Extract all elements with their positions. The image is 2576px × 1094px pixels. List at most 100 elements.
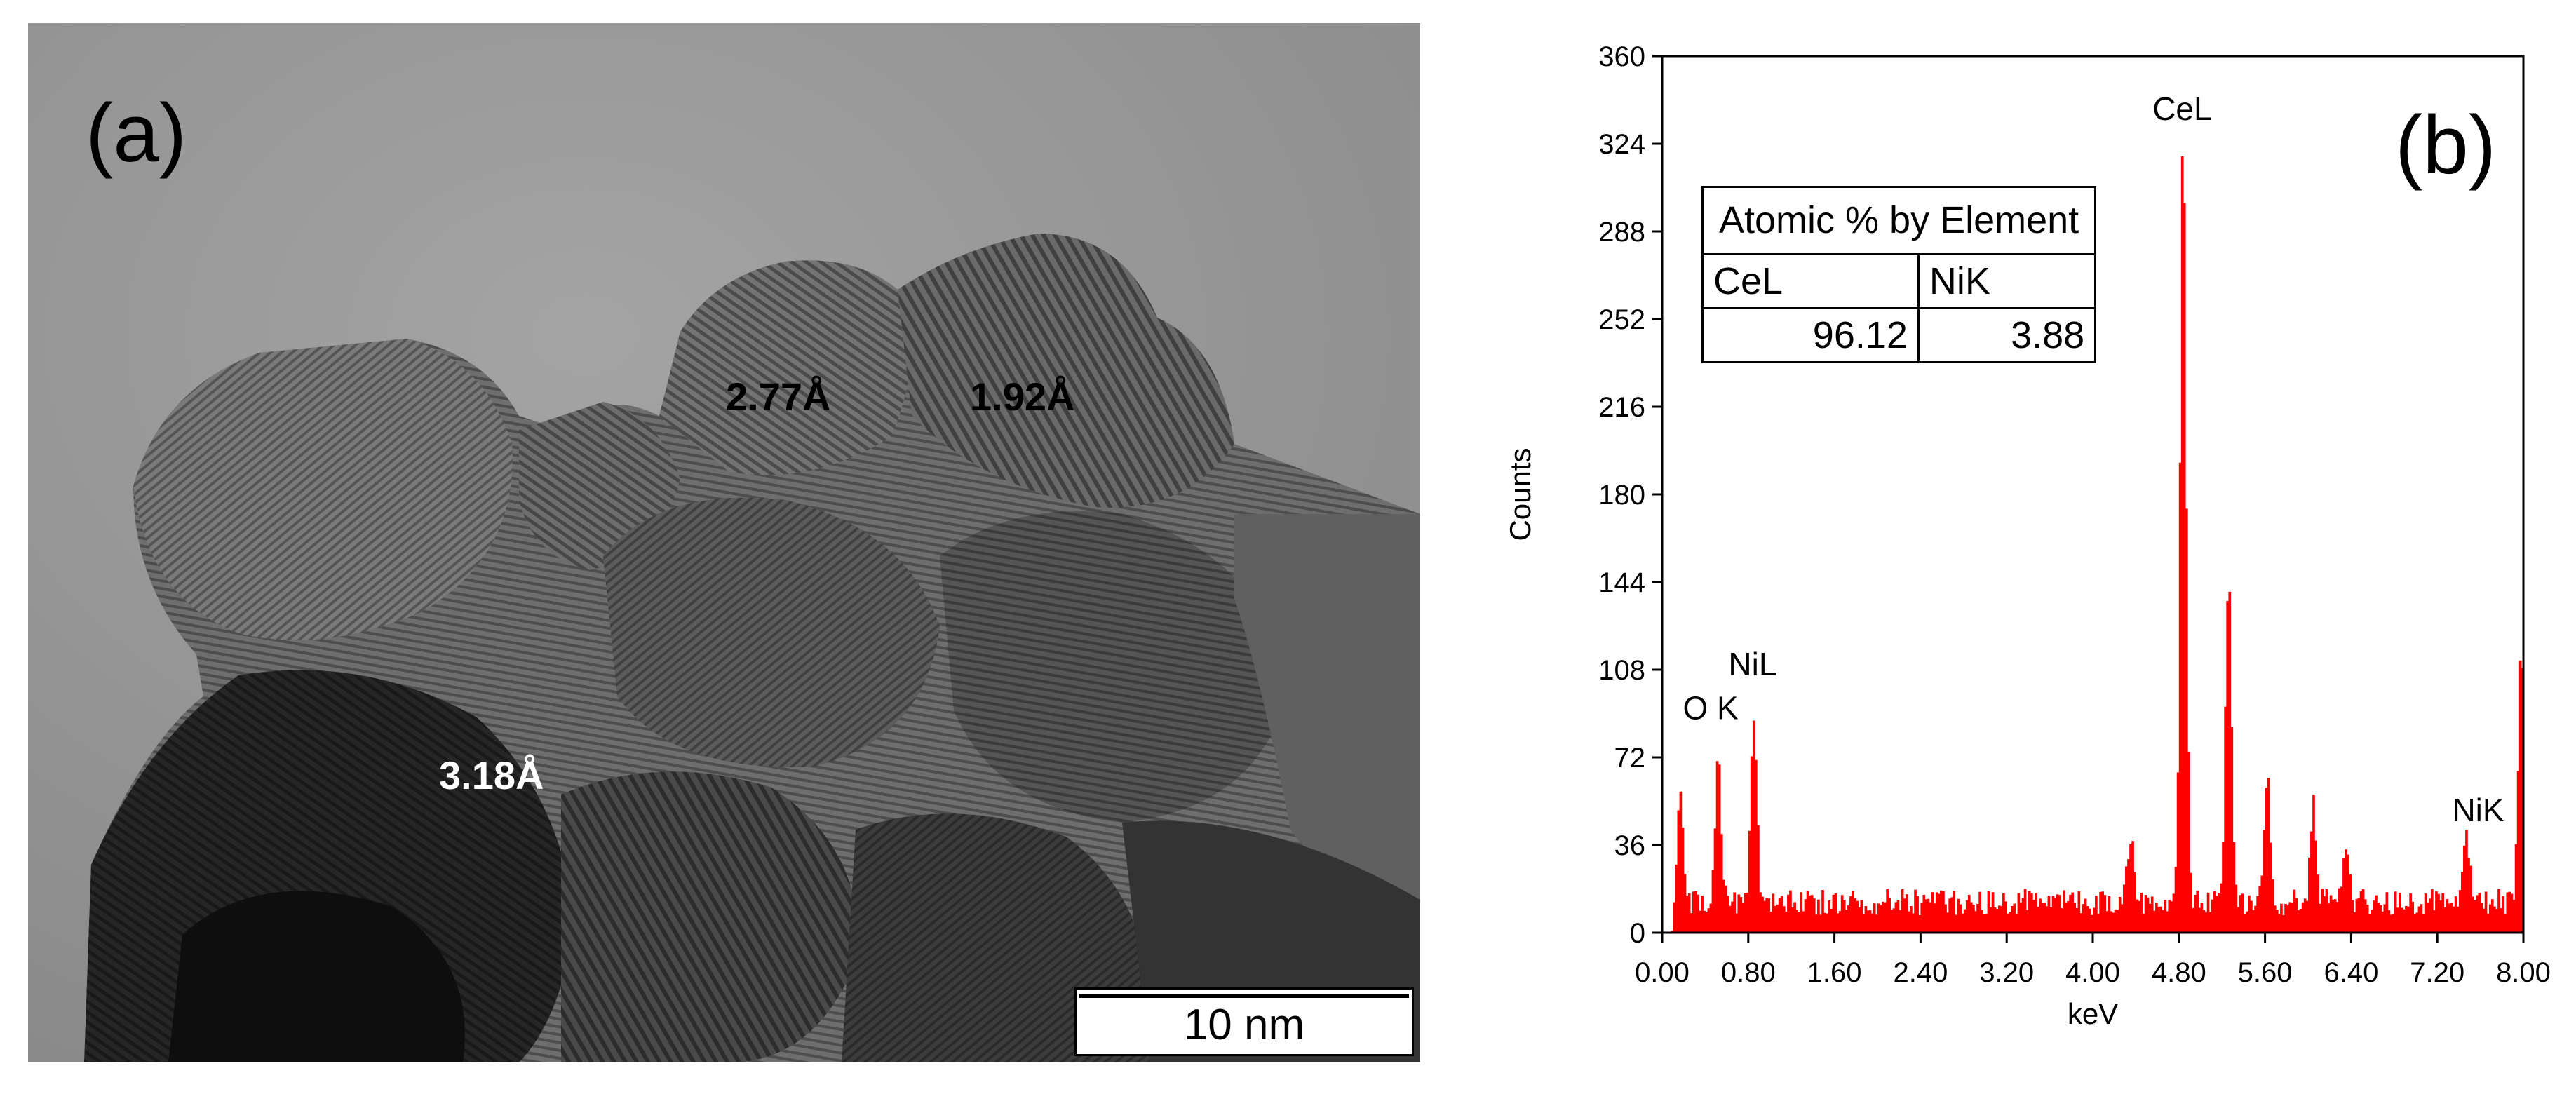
spectrum-bar — [2136, 899, 2139, 933]
spectrum-bar — [2361, 889, 2365, 933]
spectrum-bar — [2019, 902, 2023, 933]
spectrum-bar — [1836, 913, 1840, 933]
spectrum-bar — [1817, 899, 1820, 933]
spectrum-bar — [2060, 908, 2063, 933]
spectrum-bar — [1681, 828, 1685, 933]
spectrum-bar — [1976, 903, 1979, 933]
spectrum-bar — [2297, 910, 2300, 933]
spectrum-bar — [2430, 889, 2434, 933]
spectrum-bar — [1944, 904, 1947, 933]
spectrum-bar — [2157, 907, 2160, 933]
x-tick-label: 8.00 — [2496, 957, 2551, 988]
spectrum-bar — [2394, 891, 2397, 933]
spectrum-bar — [1963, 909, 1967, 933]
spectrum-bar — [1886, 889, 1889, 933]
spectrum-bar — [1918, 914, 1921, 933]
spectrum-bar — [2067, 900, 2070, 933]
spectrum-bar — [2002, 893, 2005, 933]
spectrum-bar — [1806, 891, 1809, 933]
spectrum-bar — [2476, 895, 2479, 933]
spectrum-bar — [1981, 910, 1984, 933]
spectrum-bar — [2500, 908, 2502, 933]
spectrum-bar — [1978, 891, 1981, 933]
spectrum-bar — [1731, 901, 1734, 933]
spectrum-bar — [1970, 902, 1973, 933]
spectrum-bar — [2295, 898, 2298, 933]
spectrum-bar — [2333, 899, 2337, 933]
spectrum-bar — [2273, 905, 2277, 933]
spectrum-bar — [2146, 897, 2150, 933]
spectrum-bar — [1772, 893, 1775, 933]
spectrum-bar — [2131, 841, 2134, 933]
spectrum-bar — [1933, 903, 1936, 933]
spectrum-bar — [1780, 896, 1783, 933]
spectrum-bar — [1709, 903, 1713, 933]
spectrum-bar — [2413, 914, 2417, 933]
spectrum-bar — [2363, 899, 2367, 933]
spectrum-bar — [1759, 892, 1762, 933]
spectrum-bar — [2428, 898, 2432, 933]
spectrum-bar — [1793, 902, 1796, 933]
spectrum-bar — [2258, 886, 2262, 933]
spectrum-bar — [2237, 907, 2240, 933]
spectrum-bar — [2422, 914, 2425, 933]
spectrum-bar — [1755, 759, 1758, 933]
spectrum-bar — [2389, 914, 2393, 933]
spectrum-bar — [2202, 910, 2206, 933]
y-tick-label: 216 — [1598, 392, 1645, 423]
spectrum-bar — [1882, 901, 1884, 933]
spectrum-bar — [2282, 914, 2285, 933]
spectrum-bar — [2228, 591, 2232, 933]
spectrum-bar — [1877, 903, 1880, 933]
atomic-percent-table: Atomic % by Element CeL NiK 96.12 3.88 — [1701, 186, 2097, 363]
spectrum-bar — [2192, 907, 2194, 933]
spectrum-bar — [2493, 906, 2496, 933]
spectrum-bar — [1937, 893, 1941, 933]
spectrum-bar — [2340, 886, 2343, 933]
spectrum-bar — [2056, 894, 2059, 933]
spectrum-bar — [2450, 903, 2453, 933]
spectrum-bar — [2013, 903, 2016, 933]
spectrum-bar — [2086, 906, 2089, 933]
spectrum-bar — [1905, 894, 1908, 933]
spectrum-bar — [2420, 904, 2423, 933]
x-tick-label: 1.60 — [1807, 957, 1862, 988]
spectrum-bar — [1795, 910, 1799, 933]
spectrum-bar — [1862, 914, 1866, 933]
spectrum-bar — [2079, 913, 2083, 933]
spectrum-bar — [2224, 706, 2227, 933]
spectrum-bar — [2243, 914, 2246, 933]
spectrum-bar — [1955, 914, 1958, 933]
spectrum-bar — [2093, 907, 2096, 933]
spectrum-bar — [2039, 898, 2042, 933]
table-header-cel: CeL — [1701, 252, 1920, 309]
spectrum-bar — [1888, 897, 1891, 933]
spectrum-bar — [2486, 913, 2490, 933]
spectrum-bar — [1858, 907, 1861, 933]
spectrum-bar — [2335, 902, 2339, 933]
spectrum-bar — [1722, 879, 1725, 933]
spectrum-bar — [1802, 911, 1805, 933]
spectrum-bar — [1840, 895, 1844, 933]
spectrum-bar — [1847, 905, 1850, 933]
spectrum-bar — [2484, 891, 2488, 933]
spectrum-bar — [2090, 914, 2093, 933]
spectrum-bar — [2314, 840, 2317, 933]
spectrum-bar — [2187, 751, 2190, 933]
spectrum-bar — [2312, 795, 2315, 933]
spectrum-bar — [2000, 906, 2003, 933]
spectrum-bar — [2215, 896, 2218, 933]
spectrum-bar — [1920, 903, 1924, 933]
spectrum-bar — [2180, 156, 2184, 933]
spectrum-bar — [1673, 902, 1676, 933]
spectrum-bar — [2351, 900, 2354, 933]
spectrum-bar — [1957, 898, 1960, 933]
spectrum-bar — [2047, 896, 2051, 933]
spectrum-bar — [2196, 891, 2199, 933]
spectrum-bar — [2366, 905, 2369, 933]
spectrum-bar — [2118, 896, 2122, 933]
spectrum-bar — [1834, 893, 1837, 933]
spectrum-bar — [2458, 890, 2462, 933]
spectrum-bar — [1744, 893, 1747, 933]
panel-a-label: (a) — [86, 87, 187, 180]
